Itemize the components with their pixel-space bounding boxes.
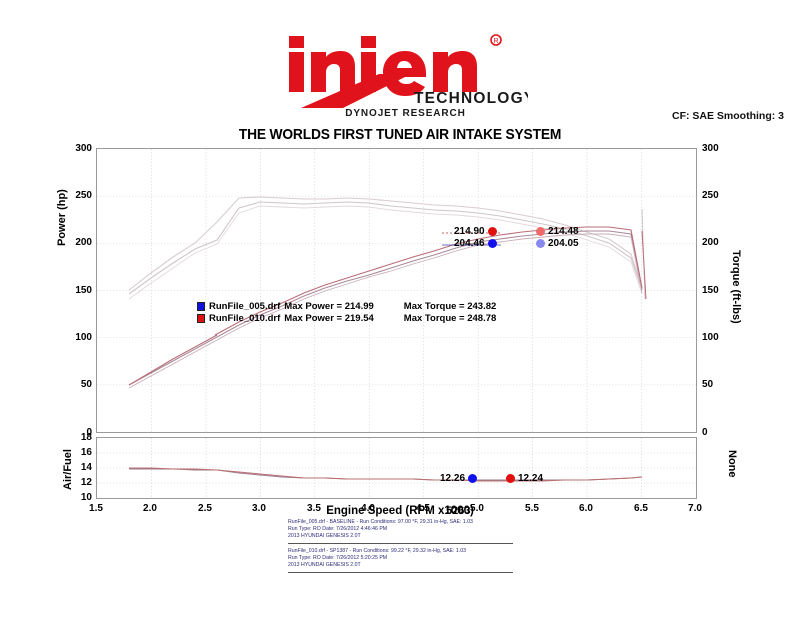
xtick-4-0: 4.0 <box>361 503 375 514</box>
runinfo-block-run005: RunFile_005.drf - BASELINE - Run Conditi… <box>288 519 473 541</box>
legend-maxtorque-run005: Max Torque = 243.82 <box>403 300 497 312</box>
callout-power-214-90[interactable]: 214.90 <box>454 226 497 237</box>
power-torque-curves <box>97 149 696 432</box>
page-title: THE WORLDS FIRST TUNED AIR INTAKE SYSTEM <box>238 126 562 143</box>
xtick-1-5: 1.5 <box>89 503 103 514</box>
run-legend: RunFile_005.drf Max Power = 214.99 Max T… <box>197 300 496 324</box>
callout-value: 204.46 <box>454 238 485 249</box>
ytick-torque-50: 50 <box>702 379 714 390</box>
xtick-6-0: 6.0 <box>579 503 593 514</box>
callout-value: 214.48 <box>548 226 579 237</box>
runinfo-vehicle: 2013 HYUNDAI GENESIS 2.0T <box>288 533 361 540</box>
x-axis-label: Engine Speed (RPM x1000) <box>326 505 474 517</box>
legend-file-run010: RunFile_010.drf <box>209 312 281 324</box>
callout-value: 12.26 <box>440 473 466 484</box>
xtick-6-5: 6.5 <box>634 503 648 514</box>
ytick-power-50: 50 <box>80 379 92 390</box>
callout-value: 204.05 <box>548 238 579 249</box>
callout-power-204-05[interactable]: 204.05 <box>536 238 579 249</box>
injen-logo: R TECHNOLOGY DYNOJET RESEARCH <box>283 30 528 128</box>
runinfo-runtype-date: Run Type: RO Date: 7/26/2012 4:46:46 PM <box>288 526 388 533</box>
xtick-5-0: 5.0 <box>470 503 484 514</box>
callout-afr-12-26[interactable]: 12.26 <box>440 473 478 484</box>
legend-row: RunFile_010.drf Max Power = 219.54 Max T… <box>197 312 496 324</box>
svg-text:R: R <box>493 38 498 45</box>
ytick-power-150: 150 <box>75 285 92 296</box>
callout-dot-blue <box>487 239 497 248</box>
ytick-torque-150: 150 <box>702 285 719 296</box>
xtick-7-0: 7.0 <box>688 503 702 514</box>
power-torque-plot: RunFile_005.drf Max Power = 214.99 Max T… <box>96 148 697 433</box>
callout-afr-12-24[interactable]: 12.24 <box>506 473 543 484</box>
cf-smoothing-label: CF: SAE Smoothing: 3 <box>672 110 784 122</box>
runinfo-divider <box>288 543 513 544</box>
callout-value: 214.90 <box>454 226 485 237</box>
legend-row: RunFile_005.drf Max Power = 214.99 Max T… <box>197 300 496 312</box>
runinfo-runtype-date: Run Type: RO Date: 7/26/2012 5:20:25 PM <box>288 555 388 562</box>
legend-maxpower-run010: Max Power = 219.54 <box>284 312 374 324</box>
y-axis-label-torque: Torque (ft-lbs) <box>730 250 742 324</box>
legend-swatch-run010 <box>197 313 205 323</box>
y-axis-label-power: Power (hp) <box>56 189 68 246</box>
callout-dot-lightblue <box>536 239 545 248</box>
dynojet-research-label: DYNOJET RESEARCH <box>345 108 466 119</box>
callout-dot-pink <box>536 227 545 236</box>
legend-maxpower-run005: Max Power = 214.99 <box>284 300 374 312</box>
runinfo-conditions: RunFile_005.drf - BASELINE - Run Conditi… <box>288 519 473 525</box>
callout-value: 12.24 <box>518 473 544 484</box>
injen-logo-graphic: R TECHNOLOGY <box>289 34 528 108</box>
xtick-5-5: 5.5 <box>525 503 539 514</box>
runinfo-divider <box>288 572 513 573</box>
runinfo-vehicle: 2013 HYUNDAI GENESIS 2.0T <box>288 562 361 569</box>
callout-dot-blue <box>468 474 478 483</box>
runinfo-conditions: RunFile_010.drf - SP1387 - Run Condition… <box>288 548 466 554</box>
xtick-2-0: 2.0 <box>143 503 157 514</box>
ytick-afr-10: 10 <box>80 492 92 503</box>
xtick-3-0: 3.0 <box>252 503 266 514</box>
technology-wordmark: TECHNOLOGY <box>414 90 528 107</box>
ytick-power-200: 200 <box>75 237 92 248</box>
ytick-power-250: 250 <box>75 190 92 201</box>
ytick-power-300: 300 <box>75 143 92 154</box>
ytick-torque-100: 100 <box>702 332 719 343</box>
ytick-afr-16: 16 <box>80 447 92 458</box>
ytick-torque-250: 250 <box>702 190 719 201</box>
xtick-2-5: 2.5 <box>198 503 212 514</box>
callout-dot-red <box>506 474 515 483</box>
ytick-power-0: 0 <box>86 427 92 438</box>
y-axis-label-none: None <box>726 450 738 478</box>
ytick-torque-200: 200 <box>702 237 719 248</box>
legend-file-run005: RunFile_005.drf <box>209 300 281 312</box>
legend-swatch-run005 <box>197 301 205 311</box>
y-axis-label-airfuel: Air/Fuel <box>62 449 74 490</box>
xtick-4-5: 4.5 <box>416 503 430 514</box>
air-fuel-plot <box>96 437 697 499</box>
cursor-rpm-readout: 5263 <box>446 505 471 517</box>
ytick-torque-0: 0 <box>702 427 708 438</box>
xtick-3-5: 3.5 <box>307 503 321 514</box>
ytick-afr-12: 12 <box>80 477 92 488</box>
chart-header: R TECHNOLOGY DYNOJET RESEARCH CF: SAE Sm… <box>0 0 800 143</box>
ytick-torque-300: 300 <box>702 143 719 154</box>
air-fuel-curves <box>97 438 696 498</box>
runinfo-block-run010: RunFile_010.drf - SP1387 - Run Condition… <box>288 548 466 570</box>
legend-maxtorque-run010: Max Torque = 248.78 <box>403 312 497 324</box>
ytick-power-100: 100 <box>75 332 92 343</box>
ytick-afr-14: 14 <box>80 462 92 473</box>
callout-power-204-46[interactable]: 204.46 <box>454 238 497 249</box>
callout-dot-red <box>487 227 497 236</box>
callout-power-214-48[interactable]: 214.48 <box>536 226 579 237</box>
ytick-afr-18: 18 <box>80 432 92 443</box>
